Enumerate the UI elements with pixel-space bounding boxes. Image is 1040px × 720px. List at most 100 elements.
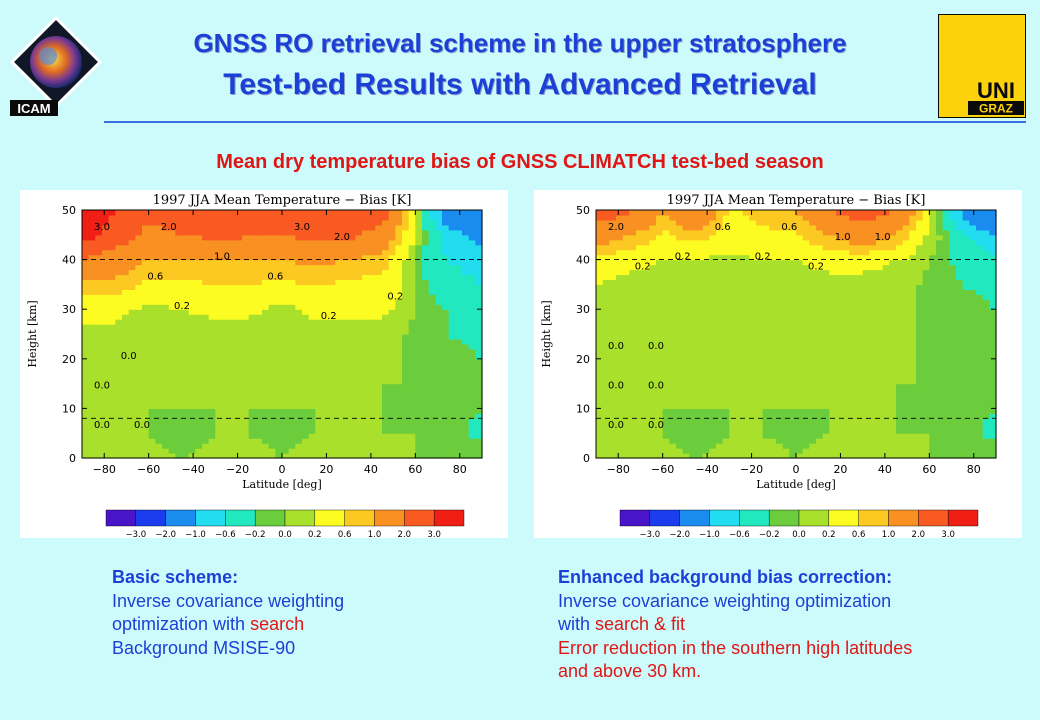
heatmap-cell bbox=[749, 338, 757, 345]
heatmap-cell bbox=[328, 393, 336, 400]
heatmap-cell bbox=[762, 343, 770, 350]
heatmap-cell bbox=[102, 334, 110, 340]
heatmap-cell bbox=[95, 229, 103, 236]
heatmap-cell bbox=[782, 378, 790, 385]
heatmap-cell bbox=[335, 343, 343, 350]
heatmap-cell bbox=[729, 403, 737, 409]
heatmap-cell bbox=[656, 234, 664, 241]
heatmap-cell bbox=[729, 289, 737, 295]
heatmap-cell bbox=[749, 418, 757, 424]
heatmap-cell bbox=[308, 418, 316, 424]
heatmap-cell bbox=[162, 358, 170, 365]
heatmap-cell bbox=[782, 279, 790, 285]
heatmap-cell bbox=[629, 348, 637, 355]
heatmap-cell bbox=[442, 418, 450, 424]
heatmap-cell bbox=[188, 453, 196, 459]
heatmap-cell bbox=[602, 244, 610, 251]
heatmap-cell bbox=[729, 284, 737, 290]
heatmap-cell bbox=[222, 363, 230, 370]
heatmap-cell bbox=[716, 319, 724, 325]
heatmap-cell bbox=[776, 353, 784, 360]
heatmap-cell bbox=[382, 299, 390, 305]
heatmap-cell bbox=[729, 343, 737, 350]
heatmap-cell bbox=[282, 428, 290, 434]
heatmap-cell bbox=[649, 294, 657, 300]
heatmap-cell bbox=[702, 210, 710, 216]
heatmap-cell bbox=[248, 398, 256, 405]
heatmap-cell bbox=[355, 264, 363, 271]
heatmap-cell bbox=[622, 219, 630, 226]
heatmap-cell bbox=[282, 219, 290, 226]
heatmap-cell bbox=[809, 353, 817, 360]
heatmap-cell bbox=[455, 210, 463, 216]
heatmap-cell bbox=[696, 348, 704, 355]
heatmap-cell bbox=[609, 388, 617, 395]
heatmap-cell bbox=[268, 314, 276, 320]
heatmap-cell bbox=[328, 219, 336, 226]
heatmap-cell bbox=[268, 408, 276, 414]
heatmap-cell bbox=[736, 254, 744, 261]
heatmap-cell bbox=[442, 299, 450, 305]
heatmap-cell bbox=[769, 334, 777, 340]
heatmap-cell bbox=[782, 309, 790, 315]
heatmap-cell bbox=[175, 329, 183, 335]
heatmap-cell bbox=[749, 378, 757, 385]
heatmap-cell bbox=[348, 299, 356, 305]
heatmap-cell bbox=[462, 383, 470, 390]
heatmap-cell bbox=[382, 279, 390, 285]
heatmap-cell bbox=[682, 388, 690, 395]
heatmap-cell bbox=[262, 368, 270, 375]
heatmap-cell bbox=[656, 433, 664, 439]
heatmap-cell bbox=[168, 413, 176, 419]
heatmap-cell bbox=[842, 304, 850, 310]
heatmap-cell bbox=[656, 403, 664, 409]
heatmap-cell bbox=[762, 314, 770, 320]
heatmap-cell bbox=[122, 239, 130, 246]
heatmap-cell bbox=[769, 229, 777, 236]
heatmap-cell bbox=[155, 388, 163, 395]
heatmap-cell bbox=[435, 428, 443, 434]
heatmap-cell bbox=[115, 388, 123, 395]
heatmap-cell bbox=[636, 274, 644, 281]
heatmap-cell bbox=[442, 398, 450, 405]
heatmap-cell bbox=[155, 254, 163, 261]
heatmap-cell bbox=[756, 338, 764, 345]
heatmap-cell bbox=[696, 413, 704, 419]
heatmap-cell bbox=[242, 418, 250, 424]
heatmap-cell bbox=[789, 443, 797, 449]
heatmap-cell bbox=[609, 284, 617, 290]
heatmap-cell bbox=[328, 264, 336, 271]
heatmap-cell bbox=[308, 453, 316, 459]
heatmap-cell bbox=[182, 413, 190, 419]
heatmap-cell bbox=[402, 329, 410, 335]
heatmap-cell bbox=[282, 348, 290, 355]
heatmap-cell bbox=[188, 299, 196, 305]
heatmap-cell bbox=[656, 289, 664, 295]
heatmap-cell bbox=[809, 438, 817, 444]
heatmap-cell bbox=[716, 363, 724, 370]
heatmap-cell bbox=[135, 304, 143, 310]
heatmap-cell bbox=[596, 433, 604, 439]
heatmap-cell bbox=[736, 398, 744, 405]
heatmap-cell bbox=[629, 433, 637, 439]
heatmap-cell bbox=[82, 254, 90, 261]
heatmap-cell bbox=[448, 403, 456, 409]
heatmap-cell bbox=[402, 314, 410, 320]
heatmap-cell bbox=[689, 259, 697, 266]
heatmap-cell bbox=[348, 284, 356, 290]
heatmap-cell bbox=[435, 334, 443, 340]
heatmap-cell bbox=[175, 210, 183, 216]
heatmap-cell bbox=[689, 219, 697, 226]
heatmap-cell bbox=[636, 329, 644, 335]
heatmap-cell bbox=[649, 249, 657, 256]
heatmap-cell bbox=[642, 373, 650, 380]
heatmap-cell bbox=[135, 269, 143, 276]
heatmap-cell bbox=[435, 314, 443, 320]
heatmap-cell bbox=[288, 210, 296, 216]
heatmap-cell bbox=[782, 259, 790, 266]
heatmap-cell bbox=[88, 443, 96, 449]
heatmap-cell bbox=[295, 274, 303, 281]
heatmap-cell bbox=[95, 259, 103, 266]
heatmap-cell bbox=[262, 343, 270, 350]
heatmap-cell bbox=[462, 234, 470, 241]
